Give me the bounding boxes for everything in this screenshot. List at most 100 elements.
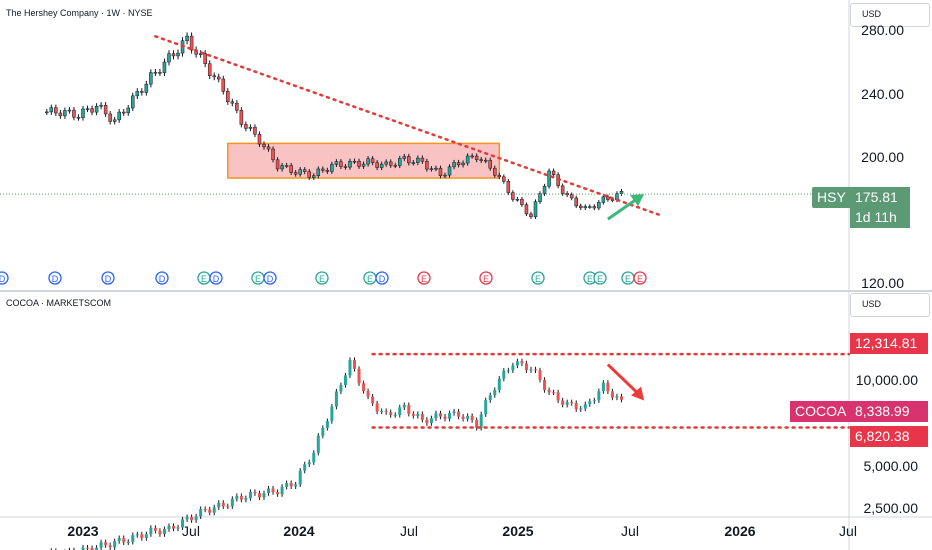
hsy-candle-body bbox=[185, 35, 189, 41]
currency-selector-top[interactable] bbox=[850, 3, 930, 27]
hsy-candle-body bbox=[266, 146, 271, 150]
cocoa-candle-body bbox=[384, 411, 388, 413]
hsy-candle-body bbox=[361, 163, 366, 167]
hsy-candle-body bbox=[597, 202, 601, 209]
event-marker-letter: E bbox=[587, 274, 593, 284]
cocoa-candle-body bbox=[375, 403, 379, 412]
cocoa-candle-body bbox=[226, 506, 230, 508]
cocoa-candle-body bbox=[339, 385, 343, 392]
cocoa-candle-body bbox=[407, 405, 411, 414]
hsy-candle-body bbox=[244, 124, 248, 129]
hsy-candle-body bbox=[560, 185, 565, 194]
cocoa-candle-body bbox=[248, 491, 252, 499]
hsy-candle-body bbox=[325, 170, 330, 172]
hsy-candle-body bbox=[49, 107, 54, 113]
cocoa-candle-body bbox=[348, 360, 352, 376]
cocoa-candle-body bbox=[366, 391, 370, 397]
cocoa-candle-body bbox=[479, 414, 483, 428]
earnings-marker bbox=[479, 271, 493, 285]
currency-selector-bottom[interactable] bbox=[850, 293, 930, 317]
y-tick-bottom: 10,000.00 bbox=[855, 372, 918, 388]
hsy-candle-body bbox=[307, 171, 311, 178]
event-marker-letter: D bbox=[105, 274, 112, 284]
hsy-candle-body bbox=[384, 161, 388, 165]
hsy-candle-body bbox=[511, 192, 515, 200]
currency-label-bottom: USD bbox=[862, 299, 882, 309]
hsy-candle-body bbox=[126, 107, 130, 114]
hsy-candle-body bbox=[67, 109, 72, 112]
hsy-candle-body bbox=[239, 109, 244, 125]
cocoa-candle-body bbox=[457, 411, 461, 417]
cocoa-candle-body bbox=[529, 369, 533, 371]
cocoa-candle-body bbox=[126, 541, 130, 543]
hsy-candle-body bbox=[212, 75, 216, 78]
hsy-candle-body bbox=[420, 157, 425, 162]
hsy-candle-body bbox=[515, 198, 520, 201]
cocoa-candle-body bbox=[488, 395, 492, 401]
event-marker-letter: E bbox=[421, 274, 427, 284]
cocoa-candle-body bbox=[588, 401, 592, 405]
hsy-candle-body bbox=[85, 108, 90, 110]
hsy-candle-body bbox=[275, 159, 280, 170]
cocoa-candle-body bbox=[131, 535, 135, 542]
x-tick-label: 2024 bbox=[283, 523, 315, 539]
cocoa-candle-body bbox=[217, 502, 221, 508]
cocoa-resistance-tag: 12,314.81 bbox=[850, 333, 928, 354]
hsy-candle-body bbox=[334, 161, 339, 165]
dividend-marker bbox=[0, 271, 9, 285]
cocoa-candle-body bbox=[583, 404, 587, 409]
cocoa-candle-body bbox=[330, 406, 334, 422]
hsy-candle-body bbox=[551, 170, 556, 175]
hsy-candle-body bbox=[167, 53, 171, 63]
cocoa-candle-body bbox=[162, 529, 166, 535]
cocoa-candle-body bbox=[95, 547, 99, 550]
cocoa-candle-body bbox=[606, 382, 610, 392]
hsy-candle-body bbox=[207, 63, 212, 76]
cocoa-candle-body bbox=[190, 517, 194, 521]
hsy-candle-body bbox=[429, 168, 434, 170]
hsy-candle-body bbox=[470, 155, 474, 158]
cocoa-candle-body bbox=[543, 379, 547, 391]
dividend-marker bbox=[375, 271, 389, 285]
cocoa-candle-body bbox=[534, 369, 537, 371]
cocoa-candle-body bbox=[343, 375, 347, 386]
cocoa-candle-body bbox=[244, 498, 248, 500]
cocoa-candle-body bbox=[294, 484, 298, 487]
earnings-marker bbox=[593, 271, 607, 285]
cocoa-candle-body bbox=[565, 402, 569, 405]
up-arrow-shaft bbox=[607, 196, 639, 221]
cocoa-candle-body bbox=[108, 545, 112, 548]
hsy-candle-body bbox=[529, 213, 533, 218]
hsy-candle-body bbox=[479, 159, 483, 161]
cocoa-candle-body bbox=[520, 361, 524, 364]
cocoa-candle-body bbox=[502, 370, 506, 379]
hsy-candle-body bbox=[149, 72, 153, 85]
cocoa-candle-body bbox=[289, 483, 293, 487]
hsy-candle-body bbox=[619, 191, 624, 194]
dividend-marker bbox=[209, 271, 223, 285]
currency-label-top: USD bbox=[862, 9, 882, 19]
cocoa-candle-body bbox=[574, 402, 578, 410]
hsy-candle-body bbox=[443, 174, 447, 177]
dividend-marker bbox=[48, 271, 62, 285]
cocoa-candle-body bbox=[185, 517, 189, 520]
hsy-candle-body bbox=[63, 110, 67, 117]
y-tick-top: 240.00 bbox=[861, 86, 904, 102]
hsy-candle-body bbox=[574, 197, 578, 207]
hsy-candle-body bbox=[298, 169, 302, 175]
cocoa-candle-body bbox=[267, 488, 271, 494]
hsy-candle-body bbox=[524, 204, 529, 215]
cocoa-candle-body bbox=[316, 435, 320, 453]
cocoa-candle-body bbox=[493, 390, 497, 396]
cocoa-candle-body bbox=[325, 421, 329, 428]
hsy-candle-body bbox=[171, 53, 176, 57]
hsy-candle-body bbox=[262, 143, 266, 148]
event-marker-letter: E bbox=[637, 274, 643, 284]
hsy-candle-body bbox=[284, 165, 289, 167]
event-marker-letter: E bbox=[625, 274, 631, 284]
hsy-candle-body bbox=[72, 109, 76, 118]
hsy-candle-body bbox=[162, 61, 167, 73]
cocoa-candle-body bbox=[280, 486, 284, 495]
earnings-marker bbox=[531, 271, 545, 285]
